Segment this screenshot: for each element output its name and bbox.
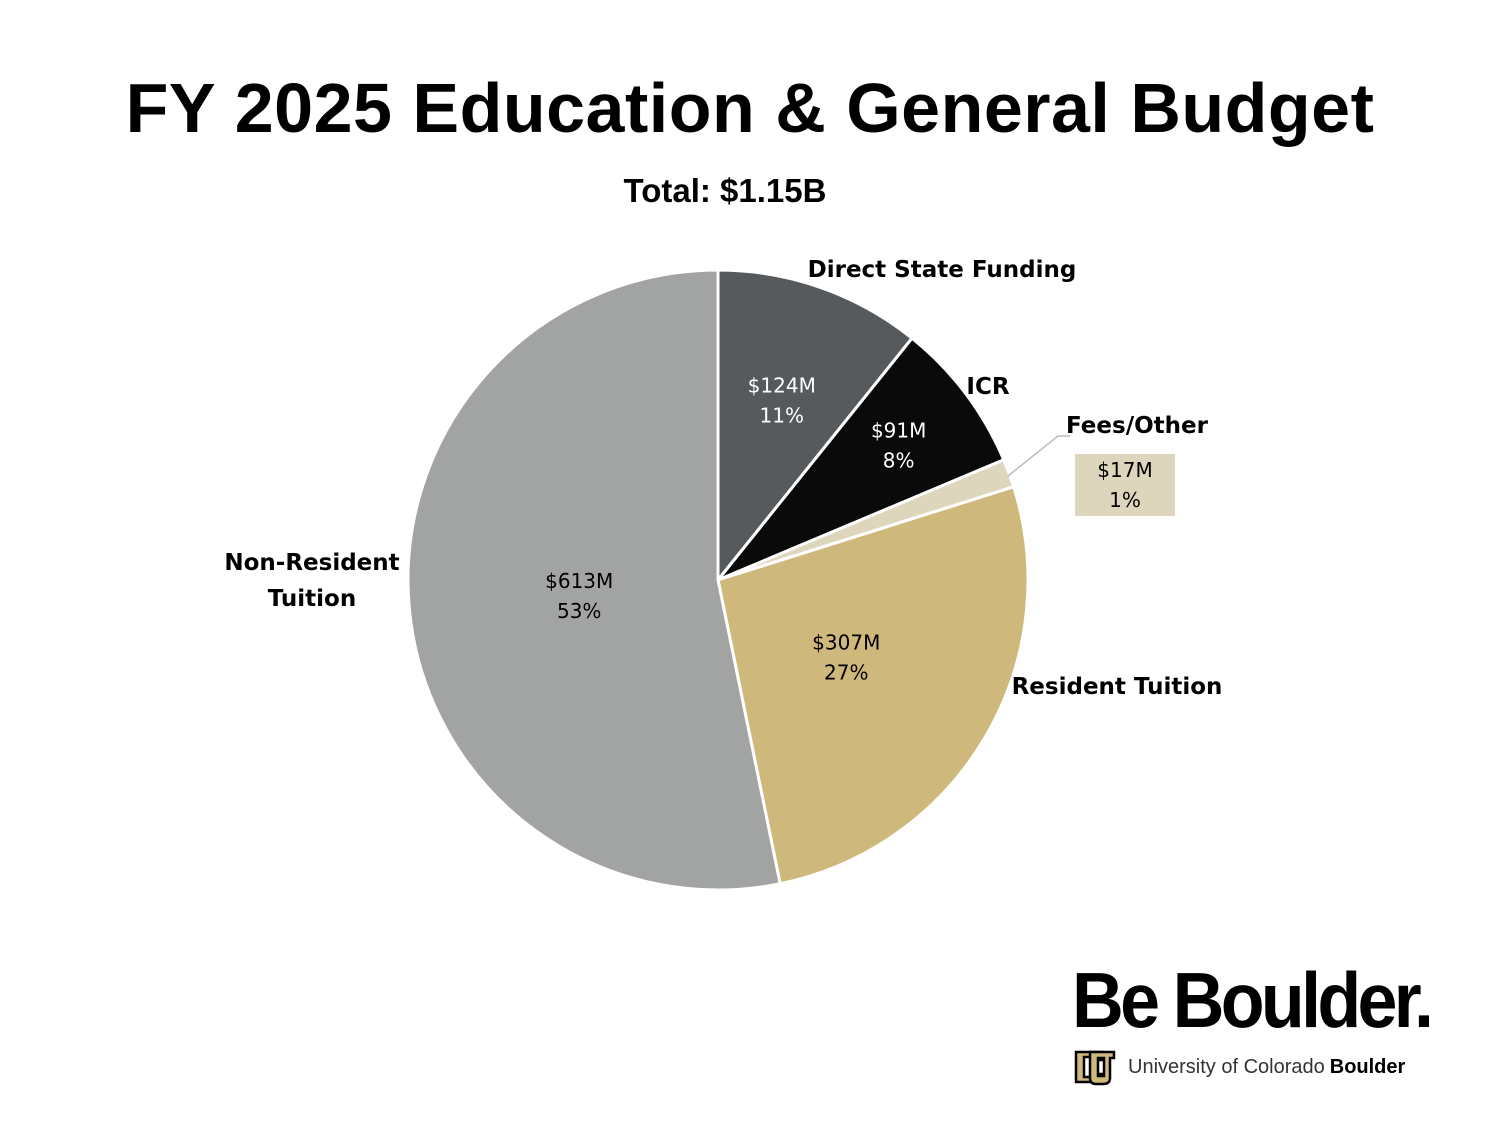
pie-labels: $124M 11% Direct State Funding $91M 8% ICR $17… (224, 257, 1222, 700)
data-value-label: $124M (748, 374, 816, 398)
university-campus: Boulder (1329, 1055, 1406, 1078)
category-label: Resident Tuition (1012, 674, 1223, 700)
category-label: Tuition (268, 586, 356, 612)
pie-slices (406, 268, 1030, 892)
be-boulder-wordmark: Be Boulder. (1072, 956, 1434, 1044)
pie-slice-resident-tuition (716, 484, 1030, 886)
data-percent-label: 1% (1109, 488, 1141, 512)
cu-logo-icon (1074, 1050, 1116, 1086)
data-value-label: $91M (871, 419, 926, 443)
university-signature: University of Colorado Boulder (1072, 1044, 1405, 1090)
category-label: Fees/Other (1066, 413, 1209, 439)
data-percent-label: 53% (557, 599, 601, 623)
leader-line (1007, 435, 1070, 477)
pie-slice-direct-state-funding (716, 268, 915, 585)
data-percent-label: 11% (760, 404, 804, 428)
data-percent-label: 8% (883, 449, 915, 473)
pie-slice-non-resident-tuition (406, 268, 782, 892)
category-label: Direct State Funding (808, 257, 1077, 283)
chart-title: FY 2025 Education & General Budget (125, 69, 1375, 147)
data-percent-label: 27% (824, 660, 868, 684)
chart-subtitle: Total: $1.15B (623, 172, 827, 209)
data-label-box (1075, 454, 1175, 516)
pie-slice-icr (716, 336, 1006, 582)
data-value-label: $307M (812, 630, 880, 654)
university-name: University of Colorado (1128, 1055, 1325, 1078)
category-label: Non-Resident (224, 550, 399, 576)
data-value-label: $613M (545, 569, 613, 593)
category-label: ICR (966, 374, 1009, 400)
data-value-label: $17M (1097, 458, 1152, 482)
